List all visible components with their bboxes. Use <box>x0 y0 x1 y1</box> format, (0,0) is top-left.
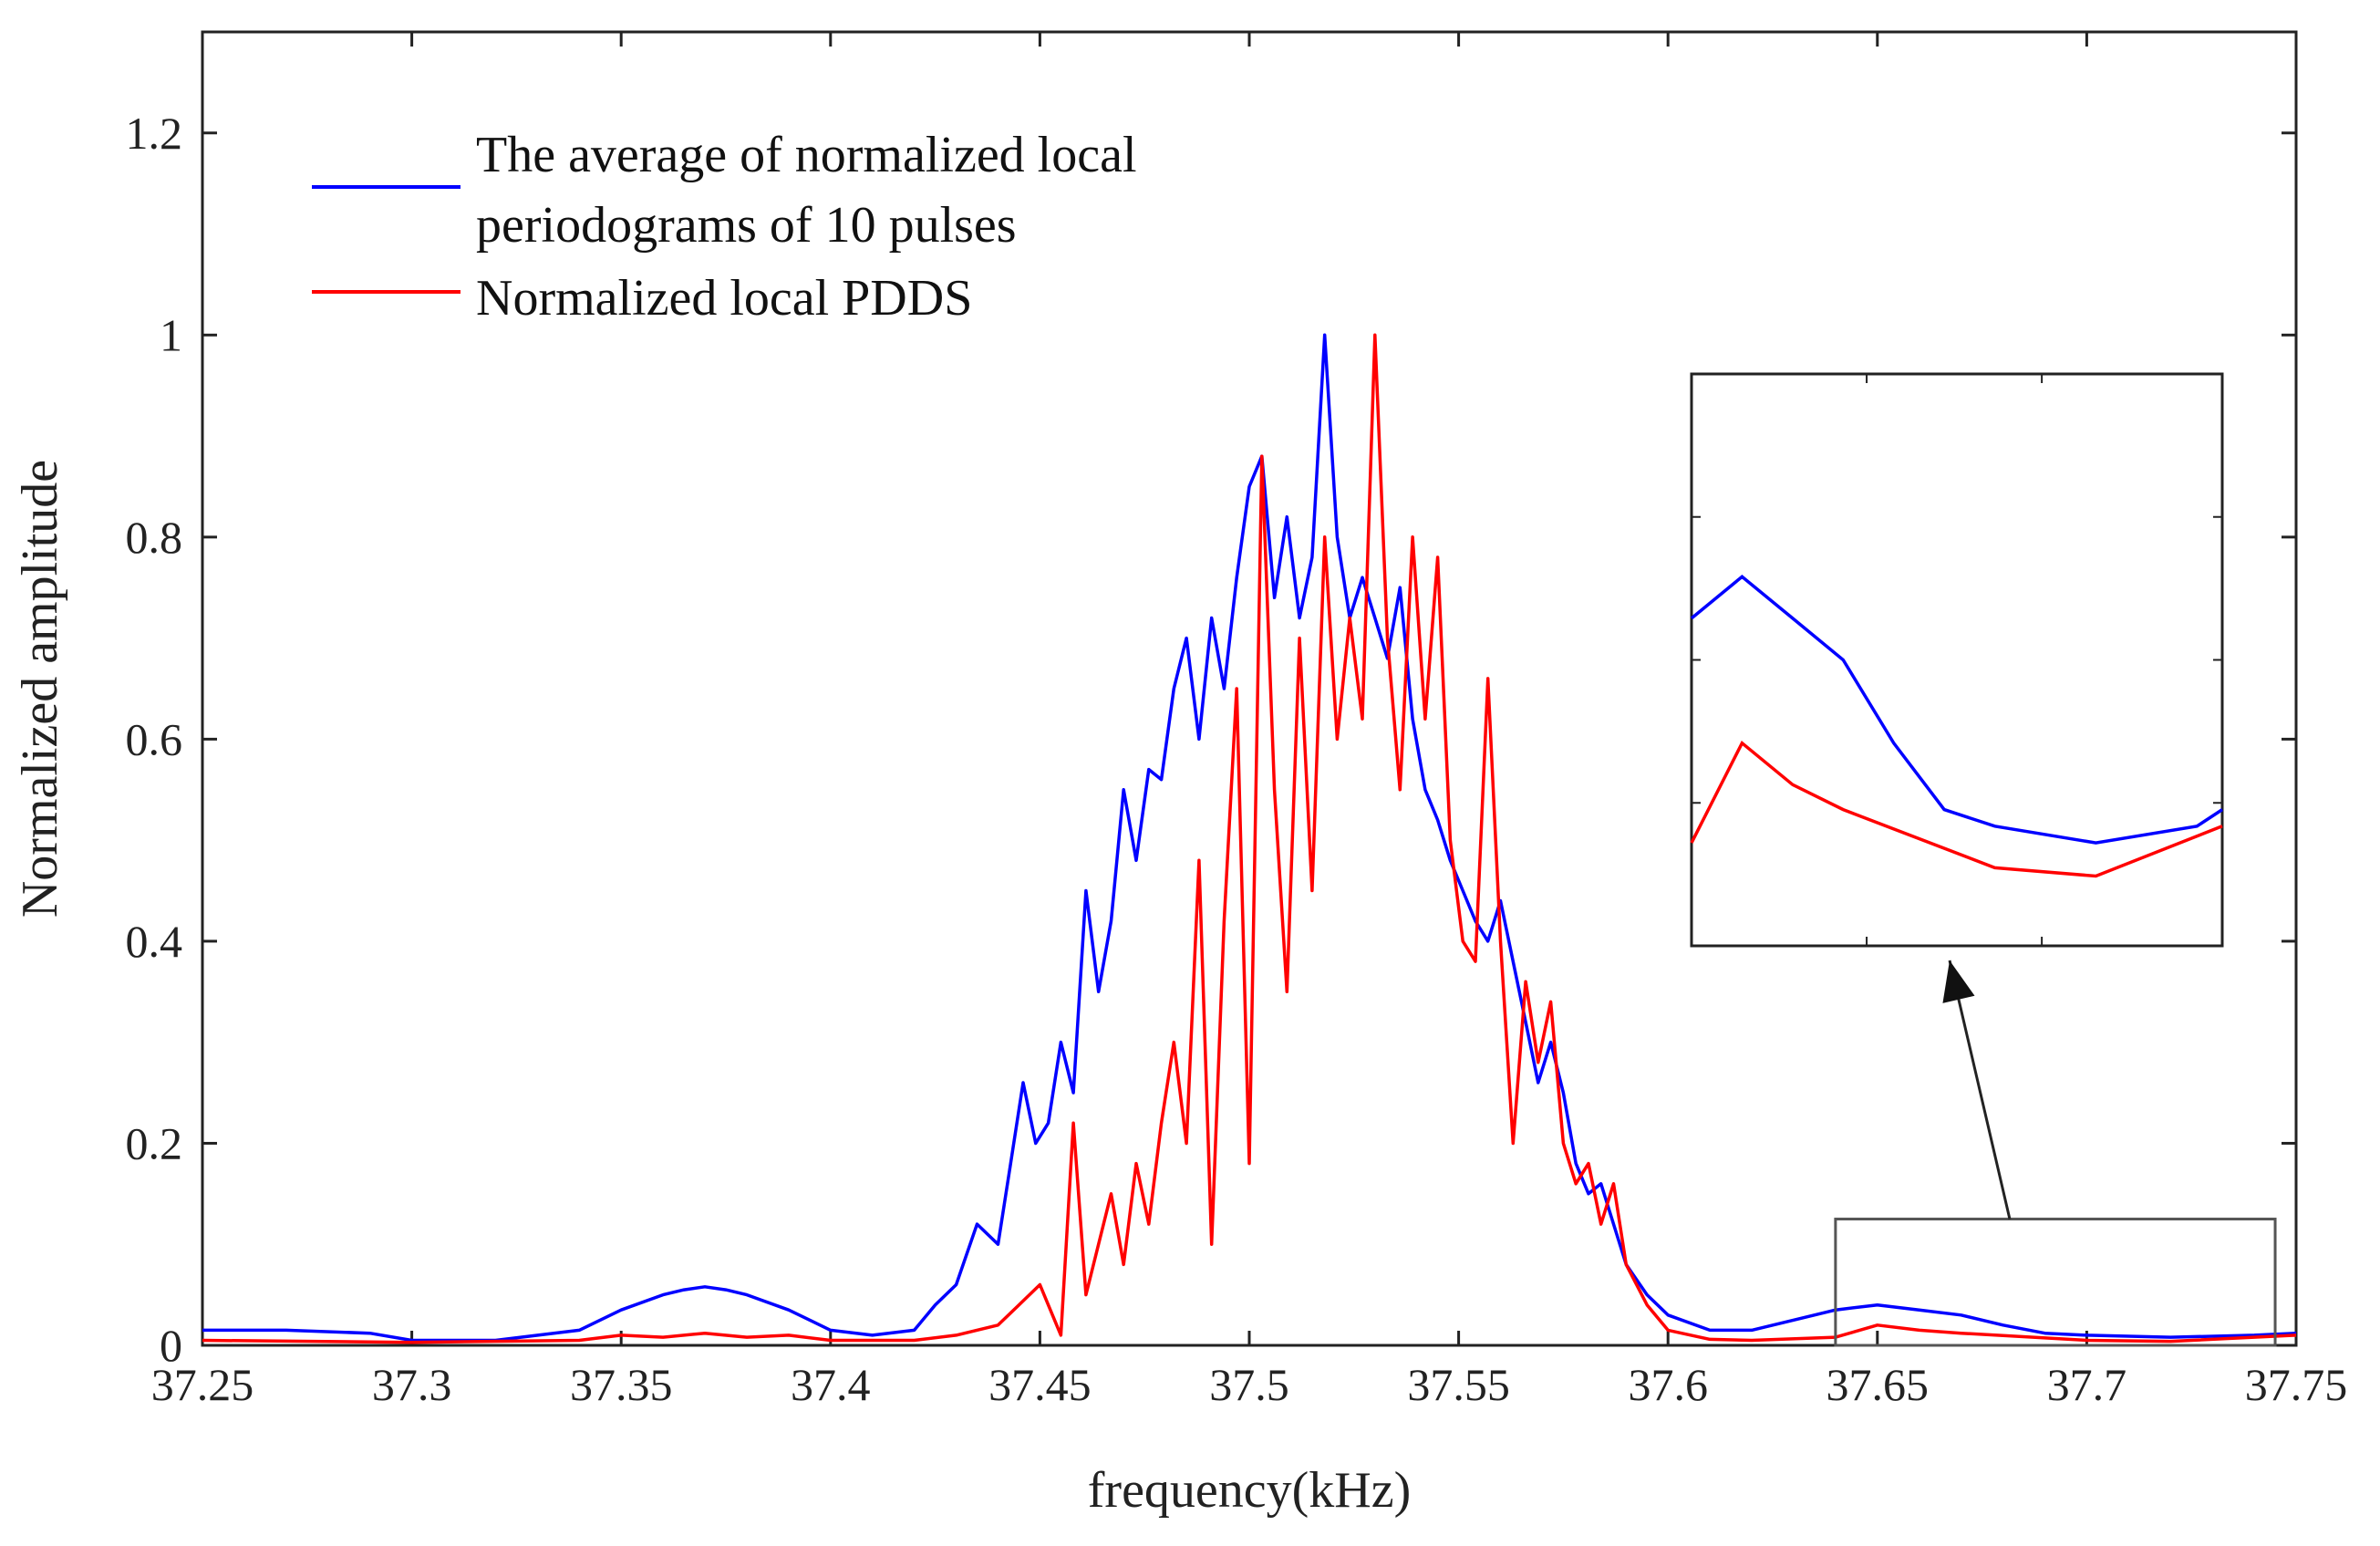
zoom-inset-panel <box>1690 372 2224 948</box>
y-tick-label: 0 <box>160 1320 182 1371</box>
y-tick-label: 0.8 <box>126 512 183 563</box>
zoom-source-box <box>1834 1218 2277 1347</box>
y-axis-ticks: 0 0.2 0.4 0.6 0.8 1 1.2 <box>126 108 2296 1371</box>
y-axis-label: Normalized amplitude <box>12 460 68 918</box>
legend-label-series-1-line-1: The average of normalized local <box>476 127 1137 183</box>
legend: The average of normalized local periodog… <box>312 127 1137 327</box>
x-axis-ticks: 37.25 37.3 37.35 37.4 37.45 37.5 37.55 37.6 37.6… <box>151 32 2348 1410</box>
x-tick-label: 37.3 <box>372 1359 452 1410</box>
legend-label-series-1-line-2: periodograms of 10 pulses <box>476 197 1017 254</box>
y-tick-label: 1 <box>160 309 182 360</box>
zoom-arrow-head <box>1942 960 1975 1003</box>
x-tick-label: 37.4 <box>791 1359 871 1410</box>
x-tick-label: 37.55 <box>1407 1359 1510 1410</box>
y-tick-label: 0.6 <box>126 713 183 764</box>
zoom-inset <box>1690 372 2277 1347</box>
inset-series-line-1 <box>1690 575 2223 845</box>
series-layer <box>202 333 2297 1344</box>
inset-series-line-2 <box>1690 740 2223 878</box>
x-tick-label: 37.5 <box>1209 1359 1289 1410</box>
x-tick-label: 37.65 <box>1826 1359 1930 1410</box>
y-tick-label: 1.2 <box>126 108 183 159</box>
x-tick-label: 37.35 <box>570 1359 673 1410</box>
y-tick-label: 0.4 <box>126 916 183 967</box>
x-axis-label: frequency(kHz) <box>1088 1462 1411 1519</box>
series-line-1 <box>202 333 2297 1343</box>
x-tick-label: 37.45 <box>988 1359 1092 1410</box>
zoom-arrow-line <box>1948 960 2012 1219</box>
series-line-2 <box>202 333 2297 1344</box>
y-tick-label: 0.2 <box>126 1117 183 1168</box>
x-tick-label: 37.6 <box>1628 1359 1708 1410</box>
legend-label-series-2: Normalized local PDDS <box>476 270 972 327</box>
x-tick-label: 37.7 <box>2047 1359 2127 1410</box>
x-tick-label: 37.25 <box>151 1359 254 1410</box>
x-tick-label: 37.75 <box>2245 1359 2348 1410</box>
